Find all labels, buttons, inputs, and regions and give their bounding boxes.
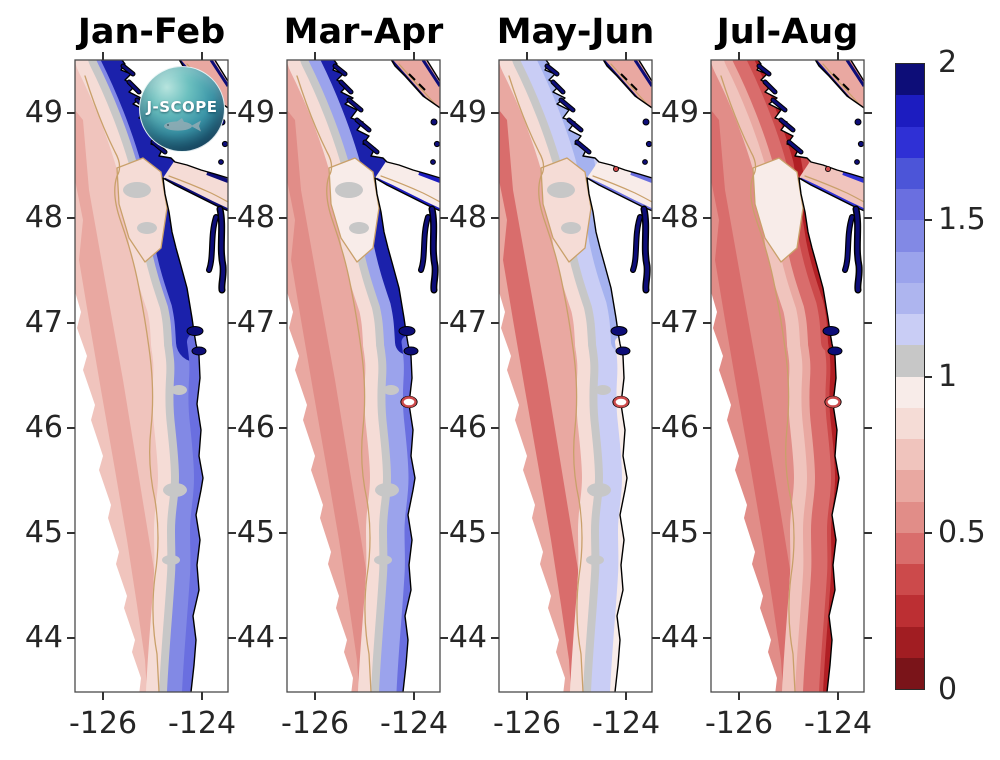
colorbar-bin [896,376,924,408]
colorbar-bin [896,657,924,689]
lon-tick-label: -124 [379,706,449,741]
lat-tick-label: 49 [448,95,487,130]
colorbar-tick-label: 0.5 [938,515,986,551]
lon-tick-label: -126 [280,706,350,741]
lat-tick-label: 46 [448,410,487,445]
lat-tick-label: 44 [448,620,487,655]
lat-tick-label: 49 [660,95,699,130]
map-layers [75,60,228,692]
map-Mar-Apr [279,52,448,700]
lat-tick-label: 47 [236,305,275,340]
lon-tick-label: -126 [492,706,562,741]
colorbar-bin [896,626,924,658]
lon-tick-label: -124 [167,706,237,741]
colorbar-tick-label: 2 [938,45,958,80]
colorbar-bin [896,64,924,96]
colorbar-tick-label: 1.5 [938,201,986,237]
colorbar-bin [896,282,924,314]
lat-tick-label: 48 [448,200,487,235]
panel-title-2: May-Jun [496,12,655,52]
panel-border [498,59,653,693]
lat-tick-label: 47 [448,305,487,340]
lat-tick-label: 48 [236,200,275,235]
lat-tick-label: 45 [236,515,275,550]
fish-icon [164,118,201,132]
lat-tick-label: 44 [24,620,63,655]
lat-tick-label: 47 [24,305,63,340]
colorbar-bin [896,564,924,596]
panel-border [286,59,441,693]
panel-title-3: Jul-Aug [716,12,859,52]
lat-tick-label: 49 [24,95,63,130]
lon-tick-label: -124 [591,706,661,741]
colorbar-bin [896,470,924,502]
lat-tick-label: 45 [448,515,487,550]
panel-title-1: Mar-Apr [283,12,444,52]
jscope-logo: J-SCOPE [139,66,225,152]
lat-tick-label: 48 [24,200,63,235]
map-layers [287,60,440,692]
colorbar-bin [896,157,924,189]
panel-border [74,59,229,693]
map-Jul-Aug [703,52,872,700]
colorbar-tick-label: 0 [938,672,958,707]
lat-tick-label: 49 [236,95,275,130]
colorbar-bin [896,189,924,221]
colorbar-bin [896,345,924,377]
colorbar-bin [896,439,924,471]
lon-tick-label: -126 [704,706,774,741]
lon-tick-label: -126 [68,706,138,741]
colorbar-bin [896,95,924,127]
colorbar [895,63,925,690]
lat-tick-label: 46 [660,410,699,445]
lat-tick-label: 46 [24,410,63,445]
lon-tick-label: -124 [803,706,873,741]
map-Jan-Feb [67,52,236,700]
panel-title-0: Jan-Feb [77,12,226,52]
map-layers [711,60,864,692]
map-layers [499,60,652,692]
map-May-Jun [491,52,660,700]
lat-tick-label: 47 [660,305,699,340]
colorbar-bin [896,532,924,564]
lat-tick-label: 44 [660,620,699,655]
colorbar-tick-label: 1 [938,358,958,394]
colorbar-bin [896,501,924,533]
colorbar-bin [896,220,924,252]
lat-tick-label: 45 [660,515,699,550]
lat-tick-label: 48 [660,200,699,235]
colorbar-tick [925,218,932,221]
colorbar-bin [896,595,924,627]
colorbar-bin [896,126,924,158]
colorbar-bin [896,251,924,283]
colorbar-bin [896,314,924,346]
lat-tick-label: 46 [236,410,275,445]
panel-border [710,59,865,693]
lat-tick-label: 45 [24,515,63,550]
lat-tick-label: 44 [236,620,275,655]
colorbar-tick [925,532,932,535]
colorbar-bin [896,407,924,439]
colorbar-tick [925,375,932,378]
logo-text: J-SCOPE [146,98,218,116]
